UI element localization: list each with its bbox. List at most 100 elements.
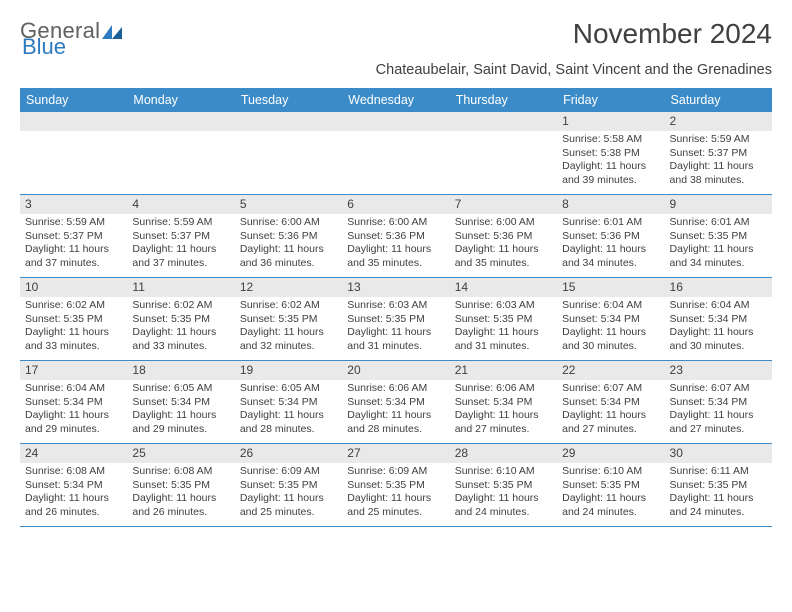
cell-sunrise: Sunrise: 6:09 AM [240, 465, 337, 478]
day-header-sat: Saturday [665, 88, 772, 112]
calendar-cell: 6Sunrise: 6:00 AMSunset: 5:36 PMDaylight… [342, 195, 449, 277]
cell-content [127, 131, 234, 136]
cell-sunset: Sunset: 5:37 PM [25, 230, 122, 243]
cell-sunset: Sunset: 5:35 PM [670, 230, 767, 243]
day-header-sun: Sunday [20, 88, 127, 112]
calendar-cell: 2Sunrise: 5:59 AMSunset: 5:37 PMDaylight… [665, 112, 772, 194]
cell-daylight2: and 27 minutes. [670, 423, 767, 436]
day-number: 24 [20, 444, 127, 463]
cell-content: Sunrise: 5:59 AMSunset: 5:37 PMDaylight:… [20, 214, 127, 273]
cell-daylight2: and 31 minutes. [347, 340, 444, 353]
calendar-cell: 3Sunrise: 5:59 AMSunset: 5:37 PMDaylight… [20, 195, 127, 277]
cell-daylight1: Daylight: 11 hours [240, 409, 337, 422]
day-number: 7 [450, 195, 557, 214]
calendar-cell: 13Sunrise: 6:03 AMSunset: 5:35 PMDayligh… [342, 278, 449, 360]
day-number: 15 [557, 278, 664, 297]
cell-daylight2: and 26 minutes. [25, 506, 122, 519]
cell-sunrise: Sunrise: 6:00 AM [347, 216, 444, 229]
cell-sunrise: Sunrise: 5:58 AM [562, 133, 659, 146]
day-number: 14 [450, 278, 557, 297]
cell-sunrise: Sunrise: 6:08 AM [25, 465, 122, 478]
cell-daylight1: Daylight: 11 hours [670, 409, 767, 422]
day-number [127, 112, 234, 131]
day-header-fri: Friday [557, 88, 664, 112]
day-number [342, 112, 449, 131]
cell-content: Sunrise: 5:58 AMSunset: 5:38 PMDaylight:… [557, 131, 664, 190]
cell-content: Sunrise: 6:01 AMSunset: 5:36 PMDaylight:… [557, 214, 664, 273]
cell-content: Sunrise: 6:03 AMSunset: 5:35 PMDaylight:… [450, 297, 557, 356]
day-number: 27 [342, 444, 449, 463]
day-number: 2 [665, 112, 772, 131]
cell-sunrise: Sunrise: 6:04 AM [562, 299, 659, 312]
cell-content: Sunrise: 6:02 AMSunset: 5:35 PMDaylight:… [235, 297, 342, 356]
cell-sunrise: Sunrise: 5:59 AM [132, 216, 229, 229]
cell-daylight2: and 36 minutes. [240, 257, 337, 270]
cell-daylight1: Daylight: 11 hours [132, 492, 229, 505]
cell-daylight1: Daylight: 11 hours [562, 243, 659, 256]
day-number: 23 [665, 361, 772, 380]
cell-daylight1: Daylight: 11 hours [455, 243, 552, 256]
calendar-cell: 23Sunrise: 6:07 AMSunset: 5:34 PMDayligh… [665, 361, 772, 443]
day-number: 29 [557, 444, 664, 463]
calendar-grid: Sunday Monday Tuesday Wednesday Thursday… [20, 88, 772, 527]
cell-daylight2: and 27 minutes. [455, 423, 552, 436]
cell-content: Sunrise: 6:00 AMSunset: 5:36 PMDaylight:… [342, 214, 449, 273]
calendar-cell: 4Sunrise: 5:59 AMSunset: 5:37 PMDaylight… [127, 195, 234, 277]
calendar-cell [20, 112, 127, 194]
cell-sunrise: Sunrise: 6:05 AM [132, 382, 229, 395]
cell-sunrise: Sunrise: 6:05 AM [240, 382, 337, 395]
cell-sunset: Sunset: 5:35 PM [132, 313, 229, 326]
cell-content: Sunrise: 6:06 AMSunset: 5:34 PMDaylight:… [450, 380, 557, 439]
cell-daylight1: Daylight: 11 hours [670, 326, 767, 339]
cell-daylight2: and 29 minutes. [132, 423, 229, 436]
calendar-cell: 21Sunrise: 6:06 AMSunset: 5:34 PMDayligh… [450, 361, 557, 443]
cell-sunset: Sunset: 5:34 PM [670, 396, 767, 409]
cell-sunrise: Sunrise: 5:59 AM [670, 133, 767, 146]
cell-daylight2: and 29 minutes. [25, 423, 122, 436]
cell-sunset: Sunset: 5:35 PM [670, 479, 767, 492]
cell-daylight1: Daylight: 11 hours [562, 492, 659, 505]
cell-daylight2: and 32 minutes. [240, 340, 337, 353]
day-number: 10 [20, 278, 127, 297]
day-header-mon: Monday [127, 88, 234, 112]
calendar-cell [342, 112, 449, 194]
cell-content: Sunrise: 6:08 AMSunset: 5:35 PMDaylight:… [127, 463, 234, 522]
cell-content: Sunrise: 6:08 AMSunset: 5:34 PMDaylight:… [20, 463, 127, 522]
cell-sunset: Sunset: 5:37 PM [132, 230, 229, 243]
cell-sunset: Sunset: 5:34 PM [25, 396, 122, 409]
cell-sunrise: Sunrise: 6:01 AM [562, 216, 659, 229]
cell-sunrise: Sunrise: 6:02 AM [240, 299, 337, 312]
cell-content [450, 131, 557, 136]
cell-sunrise: Sunrise: 6:07 AM [562, 382, 659, 395]
calendar-cell: 11Sunrise: 6:02 AMSunset: 5:35 PMDayligh… [127, 278, 234, 360]
cell-sunset: Sunset: 5:34 PM [562, 313, 659, 326]
calendar-cell: 30Sunrise: 6:11 AMSunset: 5:35 PMDayligh… [665, 444, 772, 526]
week-row: 24Sunrise: 6:08 AMSunset: 5:34 PMDayligh… [20, 444, 772, 527]
cell-sunset: Sunset: 5:35 PM [347, 479, 444, 492]
cell-sunrise: Sunrise: 6:04 AM [670, 299, 767, 312]
cell-daylight2: and 37 minutes. [132, 257, 229, 270]
cell-content: Sunrise: 5:59 AMSunset: 5:37 PMDaylight:… [127, 214, 234, 273]
cell-daylight2: and 35 minutes. [455, 257, 552, 270]
calendar-cell: 5Sunrise: 6:00 AMSunset: 5:36 PMDaylight… [235, 195, 342, 277]
cell-sunset: Sunset: 5:38 PM [562, 147, 659, 160]
day-number: 11 [127, 278, 234, 297]
day-number: 18 [127, 361, 234, 380]
day-number: 20 [342, 361, 449, 380]
cell-sunset: Sunset: 5:35 PM [25, 313, 122, 326]
week-row: 1Sunrise: 5:58 AMSunset: 5:38 PMDaylight… [20, 112, 772, 195]
calendar-cell: 10Sunrise: 6:02 AMSunset: 5:35 PMDayligh… [20, 278, 127, 360]
cell-daylight1: Daylight: 11 hours [670, 243, 767, 256]
logo-text-blue: Blue [22, 34, 66, 59]
cell-daylight2: and 33 minutes. [132, 340, 229, 353]
cell-daylight1: Daylight: 11 hours [132, 326, 229, 339]
logo-icon [102, 23, 124, 39]
cell-content: Sunrise: 6:04 AMSunset: 5:34 PMDaylight:… [557, 297, 664, 356]
cell-daylight1: Daylight: 11 hours [240, 243, 337, 256]
calendar-cell: 7Sunrise: 6:00 AMSunset: 5:36 PMDaylight… [450, 195, 557, 277]
day-number: 1 [557, 112, 664, 131]
calendar-cell: 19Sunrise: 6:05 AMSunset: 5:34 PMDayligh… [235, 361, 342, 443]
day-number: 5 [235, 195, 342, 214]
day-number: 21 [450, 361, 557, 380]
cell-daylight1: Daylight: 11 hours [562, 160, 659, 173]
